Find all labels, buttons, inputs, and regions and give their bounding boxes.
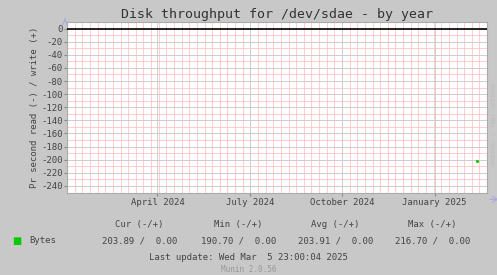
Title: Disk throughput for /dev/sdae - by year: Disk throughput for /dev/sdae - by year: [121, 8, 433, 21]
Text: Last update: Wed Mar  5 23:00:04 2025: Last update: Wed Mar 5 23:00:04 2025: [149, 253, 348, 262]
Text: 190.70 /  0.00: 190.70 / 0.00: [201, 236, 276, 245]
Y-axis label: Pr second read (-) / write (+): Pr second read (-) / write (+): [30, 27, 39, 188]
Text: Max (-/+): Max (-/+): [408, 220, 457, 229]
Text: 203.89 /  0.00: 203.89 / 0.00: [101, 236, 177, 245]
Text: RRDTOOL / TOBI OETIKER: RRDTOOL / TOBI OETIKER: [491, 82, 496, 165]
Text: Min (-/+): Min (-/+): [214, 220, 263, 229]
Text: Munin 2.0.56: Munin 2.0.56: [221, 265, 276, 274]
Text: Cur (-/+): Cur (-/+): [115, 220, 164, 229]
Text: ■: ■: [12, 236, 22, 246]
Text: Avg (-/+): Avg (-/+): [311, 220, 360, 229]
Text: 203.91 /  0.00: 203.91 / 0.00: [298, 236, 373, 245]
Text: Bytes: Bytes: [29, 236, 56, 245]
Text: 216.70 /  0.00: 216.70 / 0.00: [395, 236, 470, 245]
